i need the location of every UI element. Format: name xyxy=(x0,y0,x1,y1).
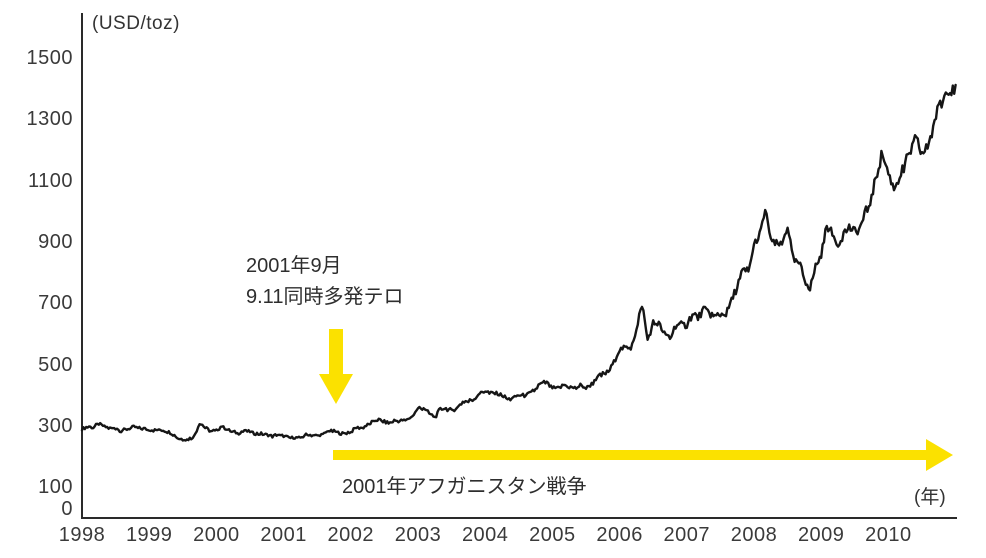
x-tick-label: 2008 xyxy=(730,524,778,546)
y-tick-label: 1500 xyxy=(26,46,73,69)
x-axis-unit-label: (年) xyxy=(914,487,946,508)
x-tick-label: 2001 xyxy=(260,524,307,546)
x-tick-label: 2010 xyxy=(865,524,912,546)
y-tick-label: 1100 xyxy=(27,169,73,192)
y-tick-label: 100 xyxy=(38,476,73,499)
annotation-911: 2001年9月 9.11同時多発テロ xyxy=(246,251,403,313)
y-tick-label: 300 xyxy=(38,414,73,437)
x-tick-label: 1999 xyxy=(125,524,173,546)
y-tick-label: 900 xyxy=(38,230,73,253)
annotation-911-line2: 9.11同時多発テロ xyxy=(246,286,404,308)
annotation-911-line1: 2001年9月 xyxy=(246,255,342,277)
y-tick-label: 700 xyxy=(38,292,73,315)
x-tick-label: 2002 xyxy=(327,524,375,546)
y-tick-label: 500 xyxy=(38,353,73,376)
x-tick-label: 2009 xyxy=(797,524,845,546)
y-tick-label: 0 xyxy=(61,498,73,520)
event-911-down-arrow-icon xyxy=(319,329,353,404)
x-tick-label: 2004 xyxy=(461,524,509,546)
gold-price-line xyxy=(80,83,957,442)
x-tick-label: 1998 xyxy=(58,524,106,546)
x-tick-label: 2000 xyxy=(193,524,240,546)
y-tick-label: 1300 xyxy=(26,108,73,131)
annotation-afghan-war: 2001年アフガニスタン戦争 xyxy=(342,476,587,498)
x-tick-label: 2005 xyxy=(529,524,576,546)
x-tick-label: 2007 xyxy=(663,524,711,546)
afghan-war-right-arrow-icon xyxy=(333,439,953,471)
x-tick-label: 2003 xyxy=(394,524,442,546)
y-axis-unit-label: (USD/toz) xyxy=(92,13,180,34)
x-tick-label: 2006 xyxy=(596,524,643,546)
